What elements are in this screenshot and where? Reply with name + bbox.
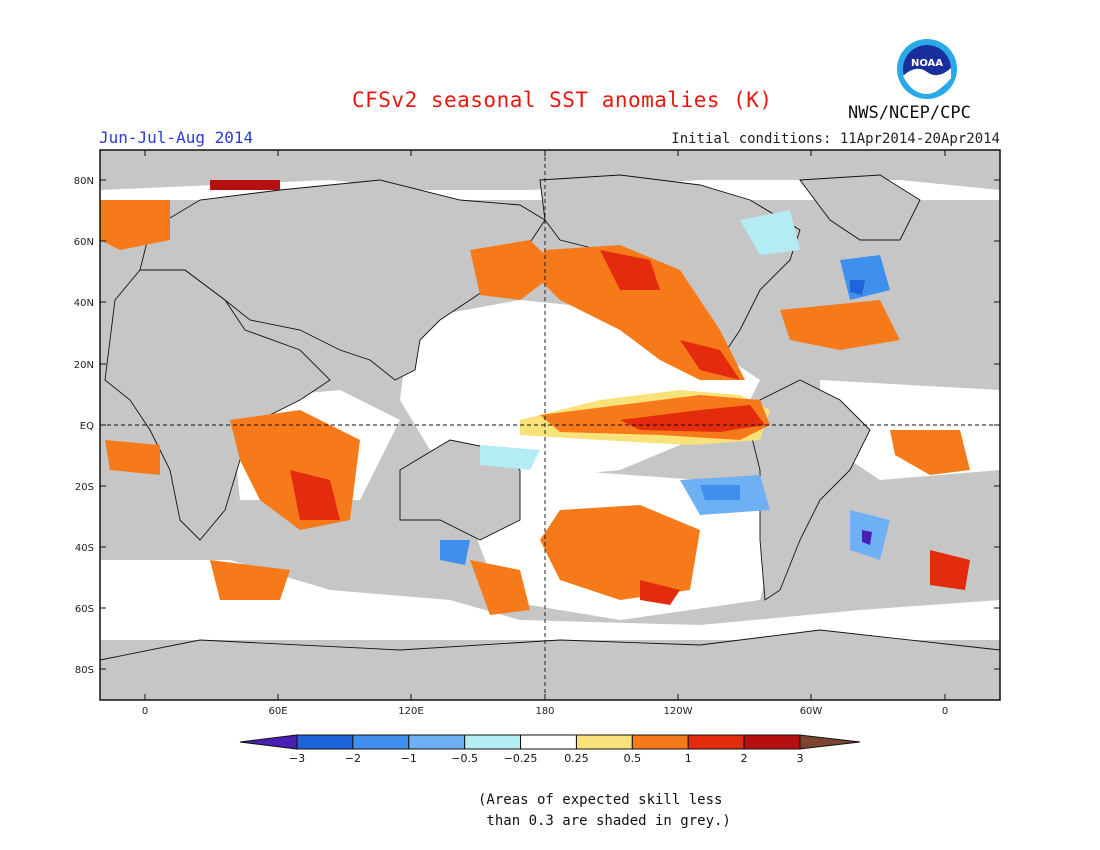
skill-note-line1: (Areas of expected skill less [478, 792, 723, 808]
colorbar: −3 −2 −1 −0.5 −0.25 0.25 0.5 1 2 3 [239, 734, 861, 765]
cool-anomalies [440, 210, 890, 565]
longitude-axis: 0 60E 120E 180 120W 60W 0 [142, 150, 948, 717]
colorbar-low-arrow [239, 734, 298, 750]
lat-label: 40N [74, 298, 94, 309]
colorbar-label: 0.25 [564, 752, 589, 765]
lon-label: 60E [268, 706, 287, 717]
colorbar-label: −3 [289, 752, 305, 765]
lat-label: 80N [74, 176, 94, 187]
latitude-axis: 80N 60N 40N 20N EQ 20S 40S 60S 80S [74, 176, 1000, 676]
land [100, 174, 1000, 700]
lon-label: 0 [942, 706, 948, 717]
colorbar-label: −0.25 [504, 752, 538, 765]
colorbar-box [687, 734, 745, 750]
colorbar-box [352, 734, 410, 750]
colorbar-label: −2 [345, 752, 361, 765]
colorbar-box [296, 734, 354, 750]
colorbar-box [408, 734, 466, 750]
colorbar-box [743, 734, 801, 750]
agency-label: NWS/NCEP/CPC [848, 103, 971, 123]
colorbar-box [575, 734, 633, 750]
lon-label: 120E [398, 706, 423, 717]
lat-label: 20N [74, 360, 94, 371]
skill-note-line2: than 0.3 are shaded in grey.) [478, 813, 731, 829]
colorbar-label: 1 [685, 752, 692, 765]
season-label: Jun-Jul-Aug 2014 [99, 128, 254, 147]
lat-label: 60N [74, 237, 94, 248]
lat-label: 60S [75, 604, 94, 615]
warm-anomalies [100, 180, 970, 615]
map-title: CFSv2 seasonal SST anomalies (K) [352, 88, 773, 112]
map-field [100, 150, 1000, 700]
colorbar-box [631, 734, 689, 750]
lat-label: EQ [80, 421, 94, 432]
colorbar-label: −1 [401, 752, 417, 765]
lat-label: 40S [75, 543, 94, 554]
lat-label: 20S [75, 482, 94, 493]
colorbar-box [464, 734, 522, 750]
noaa-logo-icon: NOAA [897, 39, 957, 99]
colorbar-label: −0.5 [451, 752, 478, 765]
svg-text:NOAA: NOAA [911, 58, 943, 69]
lon-label: 60W [800, 706, 823, 717]
initial-conditions-label: Initial conditions: 11Apr2014-20Apr2014 [671, 131, 1000, 147]
colorbar-label: 0.5 [624, 752, 642, 765]
colorbar-high-arrow [799, 734, 861, 750]
lon-label: 120W [664, 706, 693, 717]
lon-label: 0 [142, 706, 148, 717]
colorbar-label: 3 [797, 752, 804, 765]
colorbar-box [520, 734, 577, 750]
lon-label: 180 [535, 706, 554, 717]
colorbar-label: 2 [741, 752, 748, 765]
lat-label: 80S [75, 665, 94, 676]
skill-note: (Areas of expected skill less than 0.3 a… [478, 790, 731, 832]
